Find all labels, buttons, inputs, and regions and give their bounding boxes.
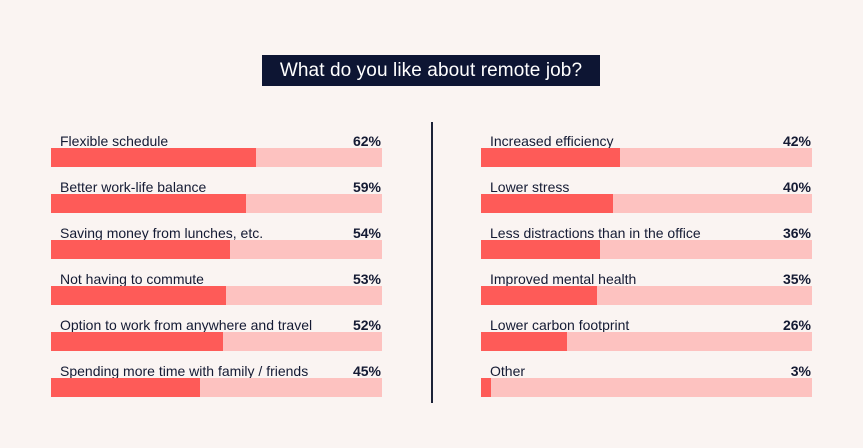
- bar-value: 62%: [352, 133, 381, 149]
- bar-track: [51, 240, 382, 259]
- bar-fill: [51, 148, 257, 167]
- column-divider: [431, 122, 433, 403]
- bar-track: [51, 378, 382, 397]
- bar-track: [481, 378, 812, 397]
- bar-value: 45%: [352, 363, 381, 379]
- bar-value: 53%: [352, 271, 381, 287]
- bar-value: 3%: [790, 363, 811, 379]
- bar-fill: [51, 194, 247, 213]
- bar-label: Option to work from anywhere and travel: [60, 317, 313, 333]
- bar-label: Improved mental health: [490, 271, 637, 287]
- bar-track: [481, 148, 812, 167]
- bar-label: Lower carbon footprint: [490, 317, 630, 333]
- bar-value: 40%: [782, 179, 811, 195]
- bar-row: Less distractions than in the office 36%: [481, 222, 812, 268]
- bar-track: [51, 148, 382, 167]
- bar-label: Less distractions than in the office: [490, 225, 701, 241]
- chart-title: What do you like about remote job?: [262, 55, 600, 86]
- bar-track: [481, 332, 812, 351]
- bar-value: 35%: [782, 271, 811, 287]
- bar-row: Lower stress 40%: [481, 176, 812, 222]
- bar-fill: [481, 286, 597, 305]
- bar-track: [481, 286, 812, 305]
- bar-value: 36%: [782, 225, 811, 241]
- bar-fill: [51, 332, 224, 351]
- bar-row: Spending more time with family / friends…: [51, 360, 382, 406]
- bar-label: Lower stress: [490, 179, 570, 195]
- bar-row: Option to work from anywhere and travel …: [51, 314, 382, 360]
- bar-label: Other: [490, 363, 526, 379]
- bar-fill: [51, 240, 230, 259]
- bar-row: Lower carbon footprint 26%: [481, 314, 812, 360]
- bar-fill: [481, 240, 601, 259]
- bar-fill: [481, 378, 491, 397]
- bar-value: 26%: [782, 317, 811, 333]
- bar-label: Better work-life balance: [60, 179, 207, 195]
- bar-row: Flexible schedule 62%: [51, 130, 382, 176]
- bar-value: 54%: [352, 225, 381, 241]
- bar-label: Saving money from lunches, etc.: [60, 225, 264, 241]
- bar-track: [481, 194, 812, 213]
- bar-value: 52%: [352, 317, 381, 333]
- bar-label: Increased efficiency: [490, 133, 614, 149]
- bar-label: Spending more time with family / friends: [60, 363, 309, 379]
- bar-row: Improved mental health 35%: [481, 268, 812, 314]
- bar-label: Not having to commute: [60, 271, 204, 287]
- bar-label: Flexible schedule: [60, 133, 169, 149]
- bar-value: 59%: [352, 179, 381, 195]
- bar-track: [51, 286, 382, 305]
- bar-value: 42%: [782, 133, 811, 149]
- bar-fill: [481, 194, 614, 213]
- bar-fill: [481, 148, 621, 167]
- bar-row: Not having to commute 53%: [51, 268, 382, 314]
- bar-fill: [481, 332, 568, 351]
- bar-track: [51, 194, 382, 213]
- bar-fill: [51, 286, 227, 305]
- left-column: Flexible schedule 62% Better work-life b…: [51, 130, 382, 406]
- bar-row: Other 3%: [481, 360, 812, 406]
- right-column: Increased efficiency 42% Lower stress 40…: [481, 130, 812, 406]
- bar-track: [481, 240, 812, 259]
- bar-row: Better work-life balance 59%: [51, 176, 382, 222]
- bar-fill: [51, 378, 200, 397]
- bar-track: [51, 332, 382, 351]
- bar-row: Increased efficiency 42%: [481, 130, 812, 176]
- bar-row: Saving money from lunches, etc. 54%: [51, 222, 382, 268]
